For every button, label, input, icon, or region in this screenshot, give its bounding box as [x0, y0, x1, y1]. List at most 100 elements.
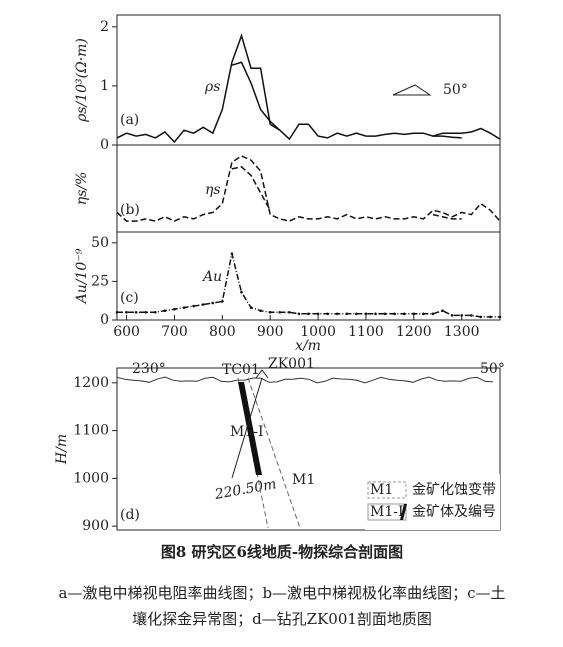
data-point: [268, 310, 272, 314]
annotation: (b): [120, 202, 140, 218]
data-point: [316, 312, 320, 316]
data-point: [163, 309, 167, 313]
annotation: 230°: [132, 361, 166, 377]
data-point: [355, 312, 358, 316]
legend-ore: [400, 504, 407, 520]
annotation: 50°: [480, 361, 505, 377]
data-point: [182, 306, 186, 309]
x-tick-label: 700: [161, 324, 188, 340]
legend-symbol: M1-I: [370, 504, 404, 520]
plot-frame: [116, 14, 501, 146]
drill-hole: [231, 377, 263, 479]
data-point: [393, 312, 396, 316]
x-tick-label: 900: [257, 324, 284, 340]
legend-symbol: M1: [370, 482, 393, 498]
data-point: [221, 300, 224, 303]
data-line: [117, 253, 500, 318]
x-tick-label: 800: [209, 324, 236, 340]
y-axis-label: ρs/10³(Ω·m): [74, 38, 90, 123]
data-point: [249, 306, 253, 309]
data-point: [345, 312, 349, 316]
data-point: [154, 310, 157, 314]
legend-swatch: [367, 481, 407, 499]
annotation: 50°: [443, 82, 468, 98]
annotation: M1: [292, 472, 315, 488]
data-point: [144, 310, 148, 314]
x-tick-label: 1200: [396, 324, 432, 340]
data-point: [173, 307, 176, 311]
data-point: [479, 315, 483, 319]
data-point: [498, 315, 502, 319]
dip-symbol: [392, 84, 432, 96]
caption-line: a—激电中梯视电阻率曲线图；b—激电中梯视极化率曲线图；c—土: [59, 584, 506, 602]
data-point: [383, 312, 387, 316]
data-point: [211, 301, 215, 305]
x-tick-label: 1000: [300, 324, 336, 340]
data-point: [422, 312, 425, 316]
y-tick-label: 2: [100, 19, 109, 35]
y-tick-label: 1200: [73, 375, 109, 391]
y-tick-label: 25: [91, 273, 109, 289]
annotation: (c): [120, 290, 139, 306]
data-point: [192, 304, 195, 308]
data-point: [297, 312, 301, 316]
annotation: ZK001: [268, 356, 315, 372]
data-point: [402, 312, 406, 316]
legend-label: 金矿化蚀变带: [412, 482, 496, 498]
annotation: ρs: [204, 79, 220, 95]
caption-title: 图8 研究区6线地质-物探综合剖面图: [161, 543, 403, 561]
y-axis-label: H/m: [54, 434, 70, 465]
y-axis-label: Au/10⁻⁹: [74, 248, 90, 305]
x-axis-label: x/m: [295, 338, 321, 354]
data-point: [489, 315, 492, 319]
x-tick-label: 1300: [444, 324, 480, 340]
data-point: [134, 310, 138, 314]
data-line: [116, 155, 501, 222]
annotation: (a): [120, 112, 139, 128]
annotation: ηs: [205, 182, 221, 198]
annotation: (d): [120, 507, 140, 523]
y-tick-label: 900: [82, 518, 109, 534]
orebody: [238, 382, 262, 475]
data-point: [288, 310, 291, 314]
data-point: [460, 314, 464, 317]
y-tick-label: 1100: [73, 423, 109, 439]
data-point: [441, 309, 444, 313]
drill-arrow: [255, 369, 269, 379]
data-point: [335, 312, 339, 316]
data-point: [230, 252, 234, 255]
data-line: [231, 165, 462, 220]
annotation: M1-I: [230, 424, 264, 440]
data-point: [259, 309, 262, 313]
data-point: [326, 312, 329, 316]
y-axis-label: ηs/%: [74, 172, 90, 206]
annotation: TC01: [222, 362, 260, 378]
legend-label: 金矿体及编号: [412, 504, 496, 520]
data-point: [125, 310, 128, 314]
data-point: [412, 312, 416, 316]
terrain: [116, 376, 494, 384]
legend-box: [365, 474, 500, 530]
y-tick-label: 0: [100, 312, 109, 328]
data-line: [116, 33, 501, 144]
legend-swatch: [367, 503, 407, 521]
data-point: [469, 314, 473, 317]
data-point: [201, 303, 205, 306]
y-tick-label: 50: [91, 235, 109, 251]
data-point: [278, 310, 282, 314]
data-point: [431, 312, 435, 316]
x-tick-label: 1100: [348, 324, 384, 340]
annotation: Au: [201, 269, 222, 285]
data-point: [450, 314, 454, 317]
annotation: 220.50m: [213, 476, 278, 503]
plot-frame: [116, 367, 501, 531]
data-line: [231, 61, 462, 139]
data-point: [364, 312, 368, 316]
y-tick-label: 1: [100, 78, 109, 94]
data-point: [240, 290, 243, 294]
caption-line: 壤化探金异常图；d—钻孔ZK001剖面地质图: [132, 610, 432, 628]
data-point: [374, 312, 377, 316]
x-tick-label: 600: [113, 324, 140, 340]
data-point: [115, 310, 119, 314]
